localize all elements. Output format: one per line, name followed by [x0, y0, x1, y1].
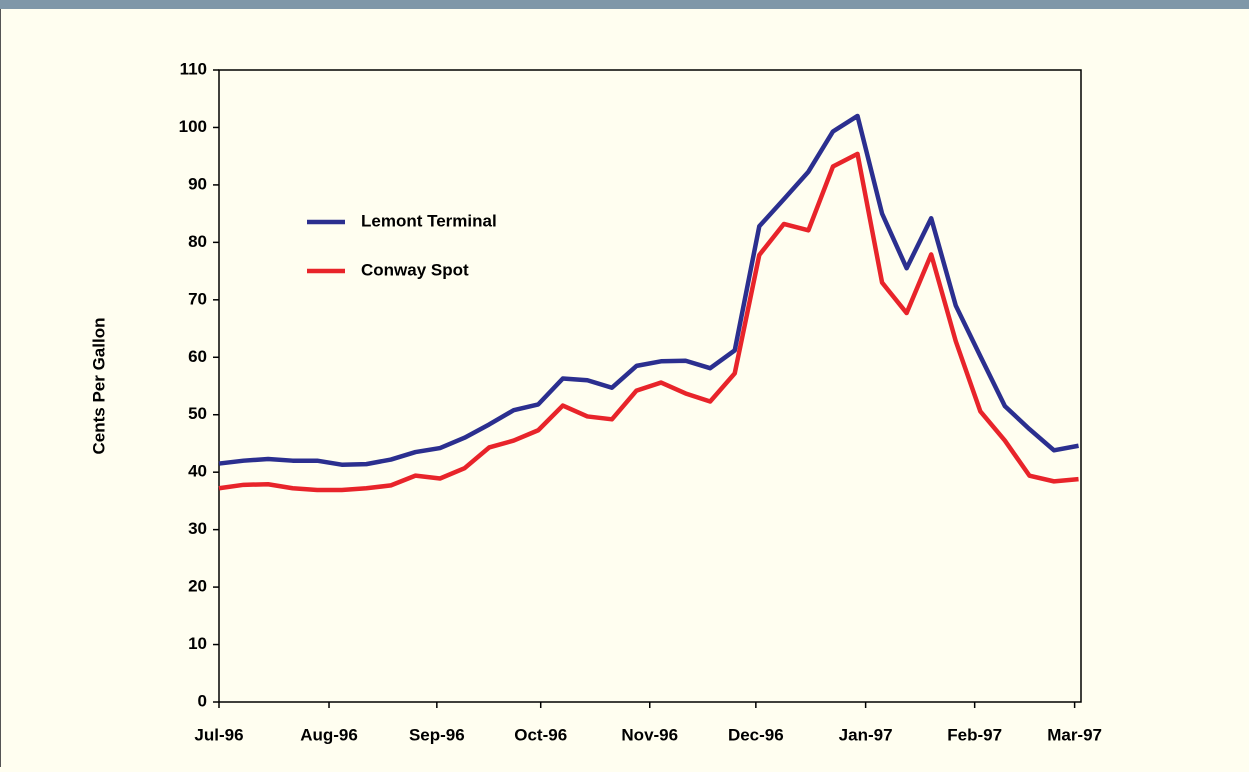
y-tick-label: 0: [198, 691, 207, 710]
y-axis-label: Cents Per Gallon: [89, 318, 108, 455]
top-band: [0, 0, 1249, 9]
y-tick-label: 20: [188, 577, 207, 596]
legend-label: Lemont Terminal: [361, 211, 497, 230]
y-tick-label: 50: [188, 404, 207, 423]
y-tick-label: 60: [188, 347, 207, 366]
y-tick-label: 80: [188, 232, 207, 251]
x-tick-label: Feb-97: [947, 725, 1002, 744]
y-tick-label: 40: [188, 462, 207, 481]
y-tick-label: 10: [188, 634, 207, 653]
series-line: [218, 113, 1079, 467]
y-tick-label: 30: [188, 519, 207, 538]
x-tick-label: Mar-97: [1047, 725, 1102, 744]
legend-label: Conway Spot: [361, 260, 469, 279]
x-tick-label: Sep-96: [409, 725, 465, 744]
x-tick-label: Oct-96: [514, 725, 567, 744]
x-tick-label: Jul-96: [194, 725, 243, 744]
y-tick-label: 110: [180, 59, 207, 78]
y-tick-label: 70: [188, 289, 207, 308]
x-tick-label: Nov-96: [621, 725, 678, 744]
x-tick-label: Aug-96: [300, 725, 358, 744]
x-tick-label: Dec-96: [728, 725, 784, 744]
series-line: [218, 151, 1079, 493]
y-tick-label: 100: [179, 117, 207, 136]
y-tick-label: 90: [188, 174, 207, 193]
x-tick-label: Jan-97: [839, 725, 893, 744]
